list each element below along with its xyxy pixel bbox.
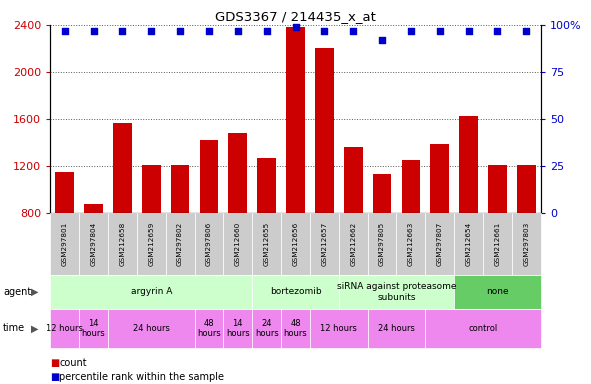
- Bar: [430, 144, 449, 307]
- Text: agent: agent: [3, 287, 31, 297]
- Point: [320, 28, 329, 34]
- Point: [464, 28, 473, 34]
- Bar: [56, 172, 74, 307]
- Text: GSM297804: GSM297804: [90, 222, 96, 266]
- Text: 48
hours: 48 hours: [197, 319, 221, 338]
- Text: ▶: ▶: [31, 323, 38, 333]
- Bar: [488, 165, 507, 307]
- Bar: [459, 116, 478, 307]
- Bar: [113, 122, 132, 307]
- Text: bortezomib: bortezomib: [269, 287, 322, 296]
- Text: count: count: [59, 358, 87, 368]
- Text: ■: ■: [50, 358, 60, 368]
- Point: [204, 28, 214, 34]
- Text: ■: ■: [50, 372, 60, 382]
- Point: [262, 28, 271, 34]
- Bar: [228, 133, 247, 307]
- Text: 48
hours: 48 hours: [284, 319, 307, 338]
- Text: 14
hours: 14 hours: [226, 319, 249, 338]
- Point: [349, 28, 358, 34]
- Bar: [200, 140, 218, 307]
- Point: [522, 28, 531, 34]
- Text: GDS3367 / 214435_x_at: GDS3367 / 214435_x_at: [215, 10, 376, 23]
- Bar: [286, 27, 305, 307]
- Text: percentile rank within the sample: percentile rank within the sample: [59, 372, 224, 382]
- Text: GSM297806: GSM297806: [206, 222, 212, 266]
- Text: GSM212654: GSM212654: [466, 222, 472, 266]
- Point: [147, 28, 156, 34]
- Text: GSM297803: GSM297803: [524, 222, 530, 266]
- Text: GSM297805: GSM297805: [379, 222, 385, 266]
- Bar: [84, 204, 103, 307]
- Text: GSM212656: GSM212656: [293, 222, 298, 266]
- Text: time: time: [3, 323, 25, 333]
- Bar: [517, 165, 535, 307]
- Point: [377, 37, 387, 43]
- Text: GSM297801: GSM297801: [61, 222, 67, 266]
- Text: GSM212657: GSM212657: [322, 222, 327, 266]
- Text: GSM212662: GSM212662: [350, 222, 356, 266]
- Text: control: control: [469, 324, 498, 333]
- Point: [493, 28, 502, 34]
- Text: GSM212658: GSM212658: [119, 222, 125, 266]
- Bar: [257, 158, 276, 307]
- Bar: [401, 160, 420, 307]
- Bar: [171, 165, 190, 307]
- Text: GSM212660: GSM212660: [235, 222, 241, 266]
- Text: GSM297802: GSM297802: [177, 222, 183, 266]
- Point: [435, 28, 444, 34]
- Text: 12 hours: 12 hours: [46, 324, 83, 333]
- Text: 24 hours: 24 hours: [378, 324, 415, 333]
- Text: GSM297807: GSM297807: [437, 222, 443, 266]
- Text: 24
hours: 24 hours: [255, 319, 278, 338]
- Text: 12 hours: 12 hours: [320, 324, 357, 333]
- Text: GSM212655: GSM212655: [264, 222, 269, 266]
- Point: [118, 28, 127, 34]
- Text: siRNA against proteasome
subunits: siRNA against proteasome subunits: [337, 282, 456, 301]
- Point: [89, 28, 98, 34]
- Point: [176, 28, 185, 34]
- Bar: [373, 174, 391, 307]
- Text: GSM212663: GSM212663: [408, 222, 414, 266]
- Text: GSM212661: GSM212661: [495, 222, 501, 266]
- Text: 24 hours: 24 hours: [133, 324, 170, 333]
- Text: argyrin A: argyrin A: [131, 287, 172, 296]
- Text: 14
hours: 14 hours: [82, 319, 105, 338]
- Point: [233, 28, 242, 34]
- Text: none: none: [486, 287, 509, 296]
- Point: [406, 28, 415, 34]
- Bar: [142, 165, 161, 307]
- Text: ▶: ▶: [31, 287, 38, 297]
- Bar: [344, 147, 363, 307]
- Text: GSM212659: GSM212659: [148, 222, 154, 266]
- Point: [60, 28, 69, 34]
- Bar: [315, 48, 334, 307]
- Point: [291, 24, 300, 30]
